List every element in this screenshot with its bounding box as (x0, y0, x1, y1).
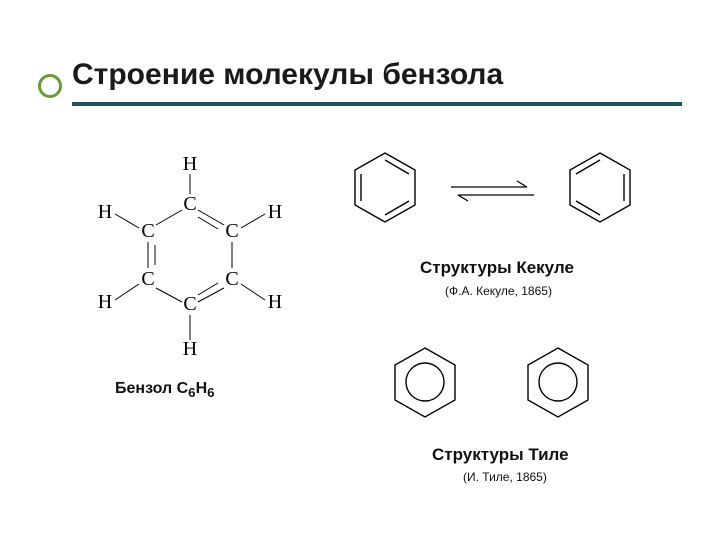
title-underline (72, 102, 682, 106)
thiele-structure-left (385, 340, 465, 430)
benzene-sub-6b: 6 (207, 385, 214, 400)
slide-bullet (38, 74, 62, 98)
svg-text:H: H (183, 338, 197, 360)
svg-text:H: H (98, 291, 112, 313)
equilibrium-arrow-icon (445, 178, 540, 209)
benzene-caption-H: H (196, 380, 208, 397)
svg-text:H: H (268, 291, 282, 313)
svg-text:H: H (98, 201, 112, 223)
svg-text:C: C (183, 193, 196, 215)
svg-text:C: C (225, 220, 238, 242)
svg-text:C: C (225, 268, 238, 290)
slide-title: Строение молекулы бензола (72, 58, 503, 92)
kekule-structure-right (560, 145, 640, 235)
svg-text:H: H (183, 153, 197, 175)
svg-text:H: H (268, 201, 282, 223)
kekule-sub: (Ф.А. Кекуле, 1865) (445, 284, 552, 298)
benzene-structural-formula: C C C C C C H H H H H H (80, 140, 300, 370)
svg-text:C: C (183, 293, 196, 315)
benzene-formula-caption: Бензол С6H6 (115, 380, 215, 400)
kekule-structure-left (345, 145, 425, 235)
kekule-caption: Структуры Кекуле (420, 258, 574, 278)
benzene-caption-text: Бензол С (115, 380, 188, 397)
svg-text:C: C (141, 220, 154, 242)
benzene-sub-6a: 6 (188, 385, 195, 400)
svg-text:C: C (141, 268, 154, 290)
thiele-structure-right (518, 340, 598, 430)
thiele-caption: Структуры Тиле (432, 445, 569, 465)
thiele-sub: (И. Тиле, 1865) (463, 470, 547, 484)
